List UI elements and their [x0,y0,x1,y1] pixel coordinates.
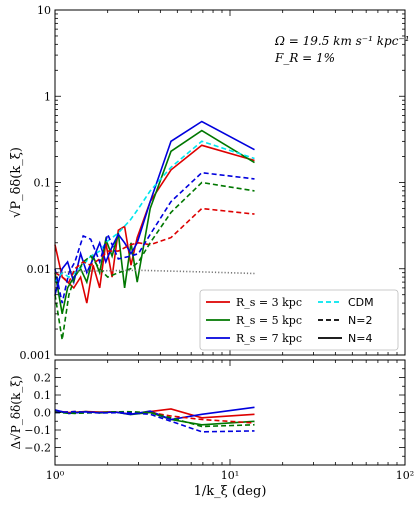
bottom-y-tick-label: 0.0 [34,407,52,420]
top-y-axis-label: √P_δδ(k_ξ) [9,147,24,218]
omega-annotation: Ω = 19.5 km s⁻¹ kpc⁻¹ [274,34,410,48]
x-axis-label: 1/k_ξ (deg) [194,484,267,499]
x-tick-label: 10² [396,469,414,482]
bottom-panel: −0.2 −0.1 0.0 0.1 0.2 10⁰ 10¹ 10² [24,359,414,482]
labels: 1/k_ξ (deg) √P_δδ(k_ξ) Δ√P_δδ(k_ξ) [9,147,266,499]
top-line-2 [54,120,255,295]
bottom-y-tick-label: −0.2 [24,442,51,455]
legend-label: R_s = 5 kpc [236,314,302,327]
top-line-6 [54,171,255,304]
bottom-y-tick-label: −0.1 [24,424,51,437]
x-tick-label: 10⁰ [46,469,65,482]
bottom-line-5 [54,410,255,433]
top-y-tick-label: 10 [37,4,51,17]
legend-label: R_s = 7 kpc [236,332,302,345]
top-line-3 [54,140,255,283]
top-line-7 [54,269,255,275]
bottom-line-4 [54,410,255,428]
bottom-y-axis-label: Δ√P_δδ(k_ξ) [9,375,23,449]
top-line-0 [54,144,255,304]
top-line-1 [54,129,255,314]
top-line-4 [54,207,255,284]
bottom-y-tick-label: 0.1 [34,389,52,402]
x-tick-label: 10¹ [221,469,239,482]
legend-label: N=4 [348,332,372,345]
legend-box [199,289,399,351]
top-y-tick-label: 0.1 [34,177,52,190]
top-line-5 [54,181,255,340]
legend-label: CDM [348,296,374,309]
top-panel: 0.001 0.01 0.1 1 10 Ω = 19.5 km s⁻¹ kpc⁻¹ F_R … [20,4,410,362]
top-y-tick-label: 0.001 [20,349,52,362]
legend-label: R_s = 3 kpc [236,296,302,309]
bottom-y-tick-label: 0.2 [34,372,52,385]
legend-label: N=2 [348,314,372,327]
top-y-tick-label: 0.01 [27,263,52,276]
top-y-tick-label: 1 [44,90,51,103]
fraction-annotation: F_R = 1% [274,51,335,65]
